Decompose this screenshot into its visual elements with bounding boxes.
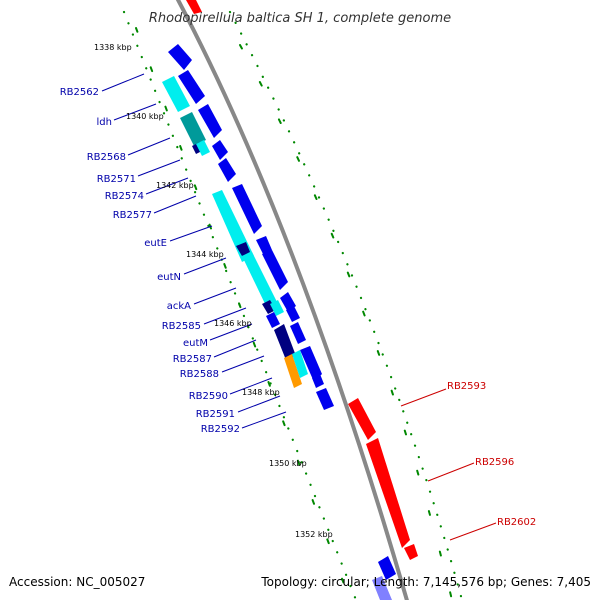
gene-label[interactable]: RB2593: [447, 381, 486, 392]
map-title: Rhodopirellula baltica SH 1, complete ge…: [149, 11, 451, 26]
leader-line: [101, 73, 145, 92]
gene-label[interactable]: RB2592: [201, 424, 240, 435]
gene-label[interactable]: RB2585: [162, 321, 201, 332]
dashed-track-right: [239, 44, 453, 600]
forward-genes[interactable]: [186, 0, 202, 14]
gene-label[interactable]: eutM: [183, 338, 208, 349]
leader-line: [203, 307, 247, 325]
leader-line: [153, 195, 197, 214]
kbp-tick: 1342 kbp: [156, 181, 194, 190]
reverse-gene[interactable]: [180, 112, 206, 146]
reverse-gene[interactable]: [266, 312, 280, 328]
leader-line: [213, 339, 257, 358]
gene-label[interactable]: RB2574: [105, 191, 144, 202]
dashed-track-left: [135, 27, 351, 600]
gene-label[interactable]: ackA: [167, 301, 191, 312]
kbp-tick: 1340 kbp: [126, 112, 164, 121]
gene-label[interactable]: RB2602: [497, 517, 536, 528]
kbp-tick: 1352 kbp: [295, 530, 333, 539]
gene-label[interactable]: RB2588: [180, 369, 219, 380]
gene-label[interactable]: eutE: [144, 238, 167, 249]
reverse-gene[interactable]: [316, 388, 334, 410]
reverse-gene[interactable]: [178, 70, 205, 104]
reverse-gene[interactable]: [312, 374, 324, 388]
leader-line: [127, 137, 171, 156]
backbone-line: [175, 0, 409, 600]
leader-line: [237, 395, 281, 413]
gene-label[interactable]: RB2591: [196, 409, 235, 420]
kbp-tick: 1338 kbp: [94, 43, 132, 52]
right-leader-lines: [400, 388, 497, 541]
reverse-genes[interactable]: [162, 44, 396, 600]
kbp-tick: 1348 kbp: [242, 388, 280, 397]
reverse-gene[interactable]: [372, 576, 392, 600]
reverse-gene[interactable]: [232, 184, 262, 234]
reverse-gene[interactable]: [292, 350, 308, 378]
leader-line: [427, 462, 475, 482]
kbp-tick: 1350 kbp: [269, 459, 307, 468]
reverse-gene[interactable]: [162, 76, 190, 112]
kbp-tick: 1346 kbp: [214, 319, 252, 328]
gene-label[interactable]: RB2590: [189, 391, 228, 402]
gene-label[interactable]: RB2568: [87, 152, 126, 163]
reverse-gene[interactable]: [196, 140, 210, 156]
kbp-tick: 1344 kbp: [186, 250, 224, 259]
reverse-gene[interactable]: [284, 354, 302, 388]
gene-label[interactable]: eutN: [157, 272, 181, 283]
leader-line: [193, 287, 237, 305]
leader-line: [221, 355, 265, 373]
reverse-gene[interactable]: [212, 140, 228, 160]
left-leader-lines: [101, 73, 287, 429]
reverse-gene[interactable]: [378, 556, 396, 580]
reverse-gene[interactable]: [242, 252, 278, 310]
reverse-gene[interactable]: [262, 300, 276, 314]
gene-label[interactable]: RB2587: [173, 354, 212, 365]
gene-label[interactable]: RB2596: [475, 457, 514, 468]
reverse-gene[interactable]: [236, 242, 250, 256]
backbone: [175, 0, 409, 600]
accession-text: Accession: NC_005027: [9, 575, 145, 589]
left-gene-labels: RB2562 ldh RB2568 RB2571 RB2574 RB2577 e…: [60, 87, 240, 435]
leader-line: [113, 103, 157, 121]
leader-line: [137, 159, 181, 177]
leader-line: [229, 377, 273, 395]
leader-line: [145, 177, 189, 195]
genome-summary-text: Topology: circular; Length: 7,145,576 bp…: [260, 575, 591, 589]
reverse-gene[interactable]: [256, 236, 272, 256]
leader-line: [400, 388, 447, 407]
leader-line: [169, 225, 213, 242]
reverse-gene[interactable]: [198, 104, 222, 138]
dashed-tracks: [135, 27, 453, 600]
gene-label[interactable]: RB2562: [60, 87, 99, 98]
kbp-ticks: 1338 kbp 1340 kbp 1342 kbp 1344 kbp 1346…: [94, 43, 333, 539]
forward-gene-rb2596[interactable]: [366, 438, 410, 548]
leader-line: [241, 411, 287, 429]
right-gene-labels: RB2593 RB2596 RB2602: [447, 381, 536, 528]
reverse-gene[interactable]: [290, 322, 306, 344]
leader-line: [449, 522, 497, 541]
gene-label[interactable]: ldh: [97, 117, 112, 128]
forward-gene-top[interactable]: [186, 0, 202, 14]
reverse-gene[interactable]: [300, 346, 322, 382]
gene-label[interactable]: RB2571: [97, 174, 136, 185]
forward-gene-rb2593[interactable]: [348, 398, 376, 440]
reverse-gene[interactable]: [262, 250, 288, 290]
reverse-gene[interactable]: [286, 306, 300, 322]
reverse-gene[interactable]: [274, 324, 296, 360]
dotted-track-right: [228, 10, 464, 600]
forward-genes-right[interactable]: [348, 398, 418, 560]
reverse-gene[interactable]: [168, 44, 192, 70]
reverse-gene[interactable]: [270, 300, 284, 316]
dotted-tracks: [122, 10, 464, 600]
gene-label[interactable]: RB2577: [113, 210, 152, 221]
reverse-gene[interactable]: [218, 158, 236, 182]
forward-gene-rb2602[interactable]: [404, 544, 418, 560]
leader-line: [183, 257, 227, 275]
leader-line: [209, 323, 253, 341]
